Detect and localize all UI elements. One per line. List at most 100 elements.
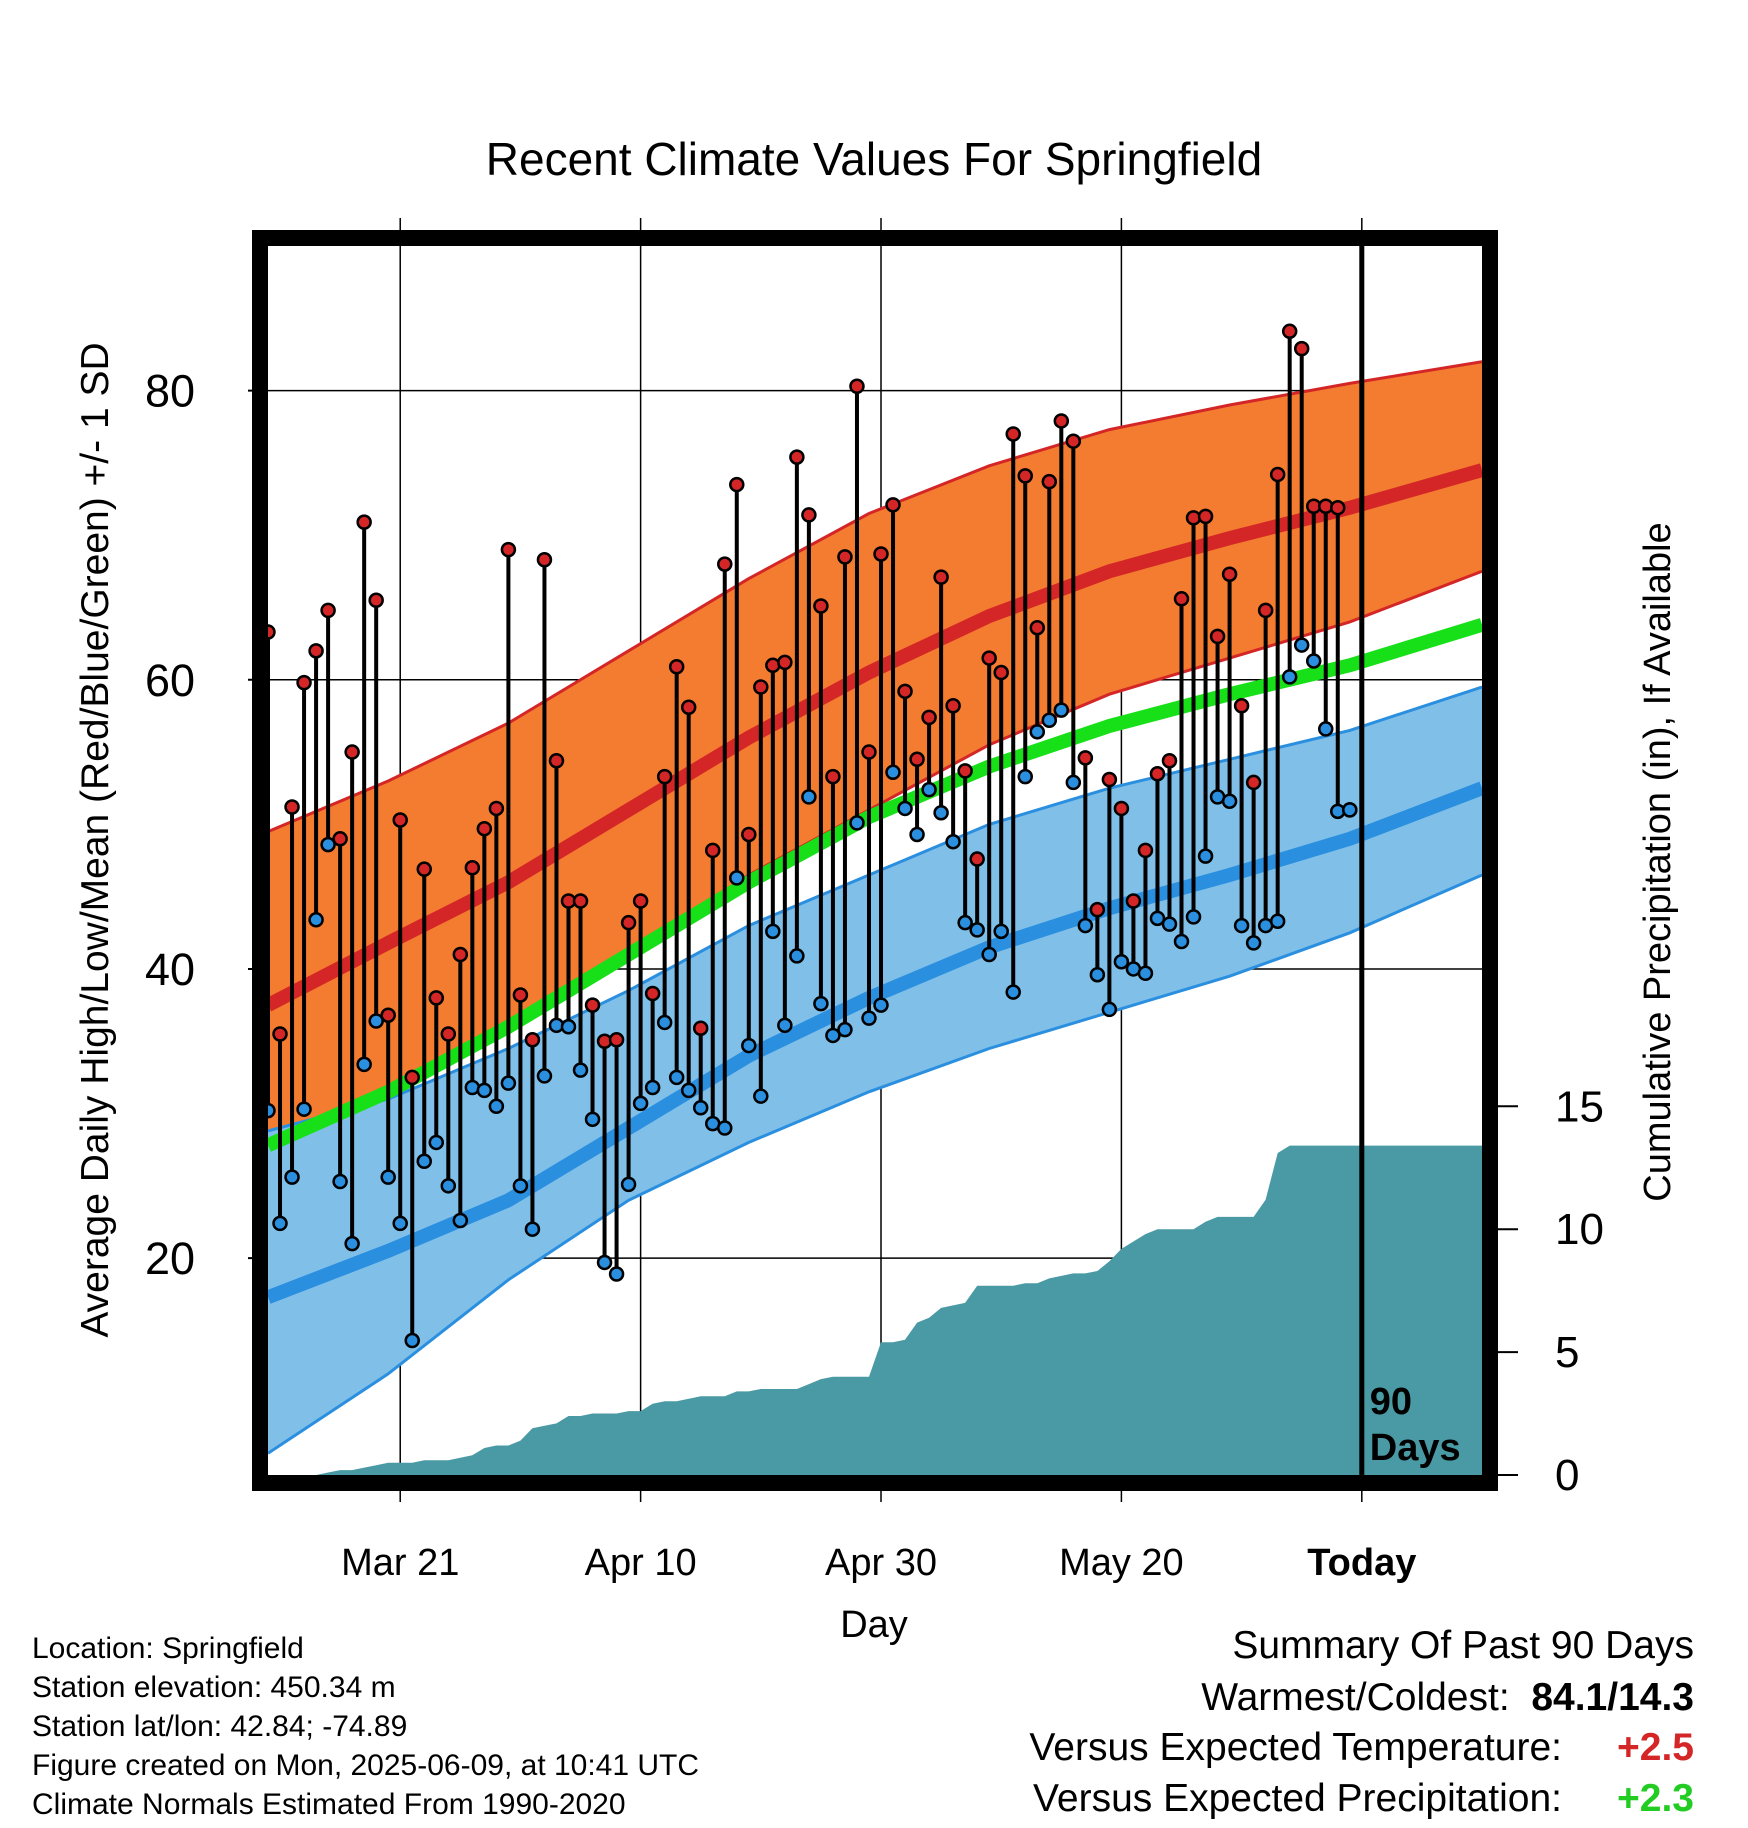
high-point [981, 650, 997, 666]
high-point [572, 893, 589, 909]
high-point [452, 946, 469, 963]
low-point [897, 800, 913, 817]
summary-warmest-row: Warmest/Coldest: 84.1/14.3 [1201, 1676, 1694, 1720]
low-point [849, 815, 865, 831]
low-point [1065, 774, 1082, 791]
low-point [1053, 702, 1070, 718]
low-point [608, 1266, 625, 1282]
high-point [933, 569, 949, 585]
low-point [765, 923, 781, 940]
low-point [416, 1153, 433, 1169]
y2-tick-label: 0 [1555, 1451, 1579, 1500]
high-point [717, 556, 733, 572]
high-point [656, 768, 673, 785]
high-point [801, 507, 817, 523]
high-point [849, 378, 865, 395]
low-point [404, 1332, 420, 1349]
high-point [644, 985, 661, 1002]
low-point [392, 1215, 408, 1232]
high-point [813, 598, 829, 614]
low-point [1281, 669, 1298, 685]
elevation-text: Station elevation: 450.34 m [32, 1671, 396, 1704]
low-point [813, 995, 829, 1012]
low-point [945, 833, 961, 850]
high-point [729, 476, 745, 493]
high-point [380, 1007, 396, 1023]
y2-tick-label: 15 [1555, 1082, 1604, 1131]
high-point [861, 744, 877, 760]
summary-precip-row: Versus Expected Precipitation: +2.3 [1033, 1777, 1694, 1821]
high-point [1137, 842, 1154, 859]
low-point [837, 1021, 853, 1038]
high-point [1065, 433, 1082, 449]
low-point [692, 1099, 709, 1116]
high-point [476, 820, 493, 837]
y2-tick-label: 10 [1555, 1205, 1604, 1254]
today-label: 90 [1370, 1381, 1412, 1423]
high-point [512, 987, 529, 1003]
high-point [993, 664, 1009, 681]
high-point [584, 997, 601, 1013]
high-point [825, 768, 841, 785]
low-point [1293, 637, 1310, 653]
high-point [608, 1032, 625, 1048]
low-point [801, 789, 817, 805]
high-point [1017, 468, 1033, 484]
high-point [753, 679, 769, 695]
low-sd-band [268, 687, 1482, 1454]
high-point [404, 1069, 420, 1086]
high-point [969, 851, 985, 867]
high-point [524, 1032, 541, 1048]
high-point [548, 752, 565, 769]
low-point [1149, 910, 1166, 927]
high-point [1257, 602, 1274, 619]
location-text: Location: Springfield [32, 1632, 304, 1665]
high-point [416, 861, 433, 877]
high-point [777, 654, 793, 671]
low-point [656, 1014, 673, 1031]
high-point [464, 859, 481, 876]
low-point [320, 836, 336, 853]
high-point [500, 541, 517, 558]
high-point [428, 990, 445, 1006]
high-point [741, 826, 757, 843]
high-point [1209, 628, 1226, 645]
low-point [1113, 953, 1130, 970]
y-tick-label: 80 [145, 366, 195, 417]
temp-value: +2.5 [1617, 1726, 1694, 1769]
low-point [873, 997, 889, 1013]
high-point [1221, 566, 1238, 582]
low-point [789, 948, 805, 964]
high-point [837, 549, 853, 565]
high-point [1173, 591, 1190, 607]
high-point [1005, 426, 1021, 442]
low-point [452, 1212, 469, 1229]
low-point [1161, 916, 1178, 932]
high-point [873, 546, 889, 562]
high-point [344, 744, 360, 760]
low-point [284, 1169, 300, 1185]
low-point [536, 1068, 553, 1084]
high-point [897, 683, 913, 700]
low-point [476, 1082, 493, 1099]
high-point [1233, 698, 1250, 714]
low-point [596, 1254, 613, 1271]
low-point [1137, 965, 1154, 982]
high-point [909, 751, 925, 768]
y-tick-label: 40 [145, 944, 195, 995]
high-point [392, 812, 408, 828]
high-point [320, 602, 336, 619]
low-point [921, 781, 937, 798]
high-point [1281, 323, 1298, 340]
high-point [356, 514, 372, 530]
low-point [741, 1037, 757, 1054]
precip-label: Versus Expected Precipitation: [1033, 1777, 1562, 1820]
daily-range-bars [260, 323, 1358, 1349]
warmest-value: 84.1/14.3 [1531, 1676, 1694, 1719]
high-point [680, 699, 697, 715]
low-point [308, 912, 324, 928]
low-point [1029, 724, 1046, 740]
high-point [668, 659, 685, 675]
x-tick-label: May 20 [1059, 1542, 1184, 1584]
low-point [680, 1082, 697, 1099]
